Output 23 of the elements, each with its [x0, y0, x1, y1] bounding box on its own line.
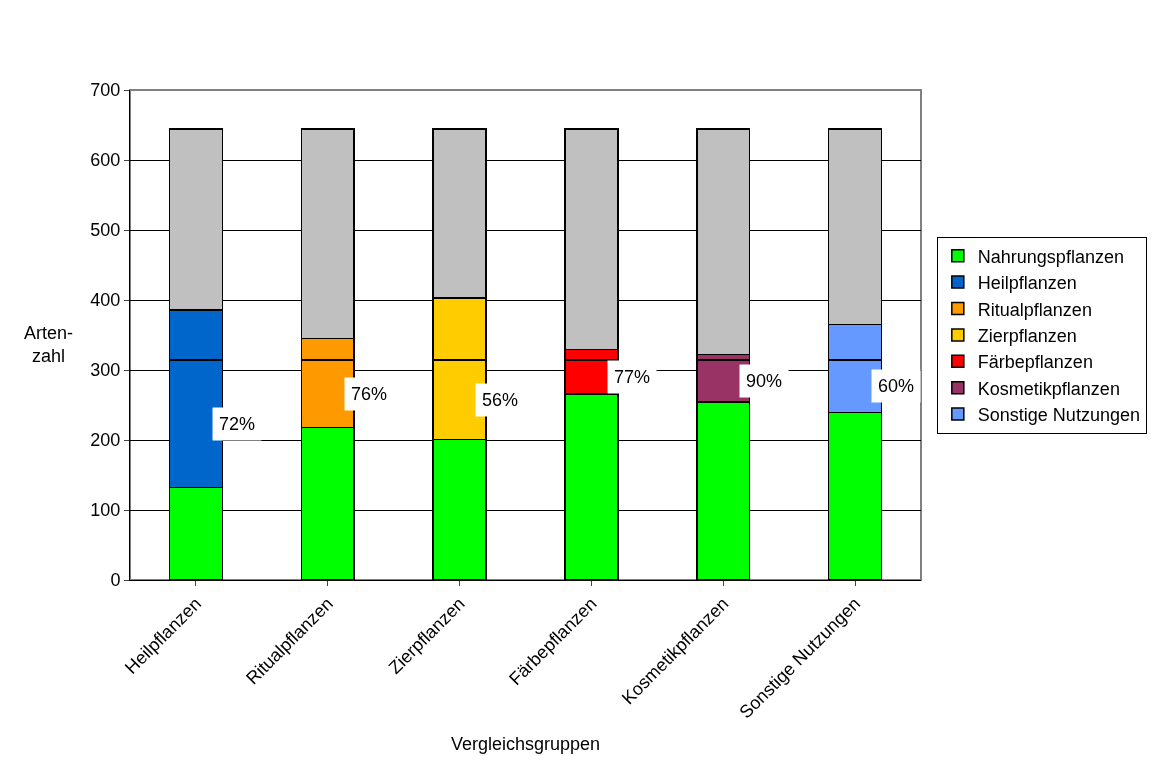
annotation: 56% [482, 390, 519, 410]
legend-label: Zierpflanzen [977, 325, 1077, 346]
y-tick-label: 100 [90, 500, 121, 521]
x-axis-title: Vergleichsgruppen [450, 733, 601, 754]
y-tick-label: 700 [90, 80, 121, 101]
legend-label: Kosmetikpflanzen [977, 378, 1120, 399]
legend-label: Sonstige Nutzungen [977, 405, 1140, 426]
legend-label: Nahrungspflanzen [977, 246, 1124, 267]
annotation: 60% [878, 376, 915, 396]
y-tick-label: 300 [90, 360, 121, 381]
annotation: 76% [351, 384, 388, 404]
y-tick-label: 0 [110, 570, 121, 591]
y-tick-label: 400 [90, 290, 121, 311]
y-axis-title: Arten- zahl [24, 323, 74, 367]
y-tick-label: 200 [90, 430, 121, 451]
legend-label: Färbepflanzen [977, 352, 1093, 373]
y-tick-label: 600 [90, 150, 121, 171]
y-tick-label: 500 [90, 220, 121, 241]
annotation: 90% [746, 371, 783, 391]
legend-label: Ritualpflanzen [977, 299, 1092, 320]
annotation: 77% [614, 367, 651, 387]
annotation: 72% [219, 414, 256, 434]
legend-label: Heilpflanzen [977, 273, 1077, 294]
